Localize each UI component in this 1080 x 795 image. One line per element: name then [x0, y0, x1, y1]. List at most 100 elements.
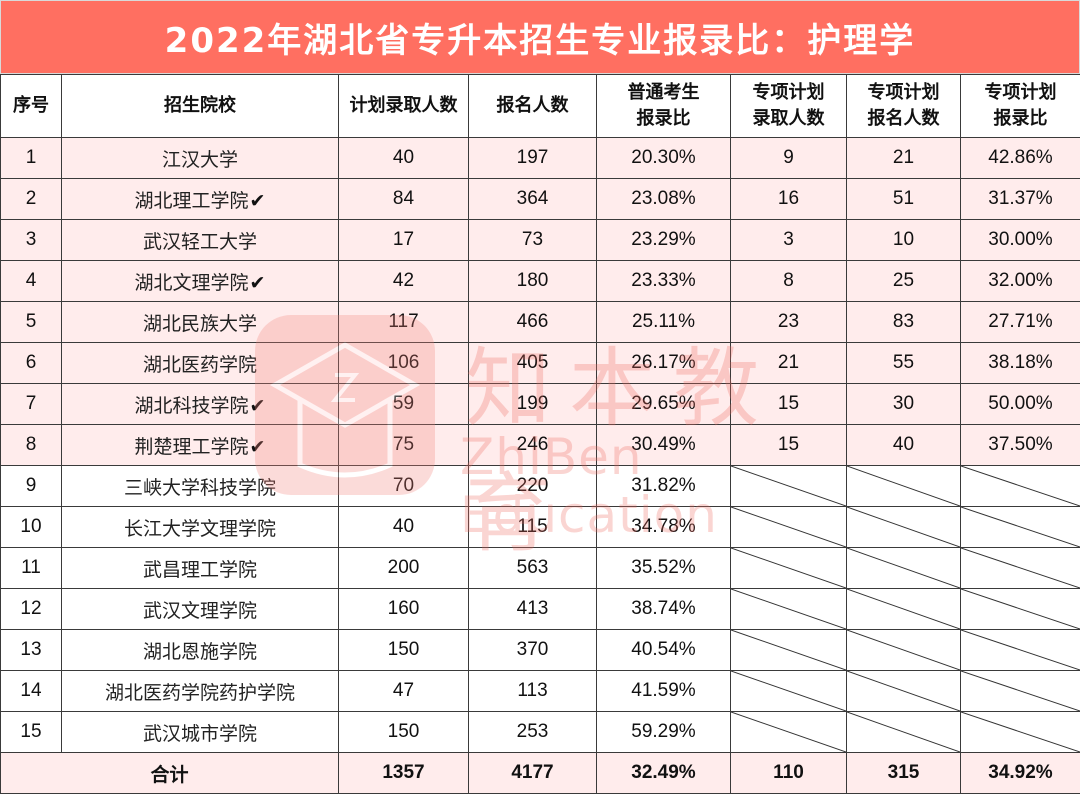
- cell-plan: 117: [338, 301, 469, 343]
- cell-special-plan: 21: [730, 342, 847, 384]
- total-plan: 1357: [338, 752, 469, 794]
- diagonal-strike-icon: [847, 630, 960, 670]
- cell-special-plan: 3: [730, 219, 847, 261]
- check-mark-icon: ✔: [249, 394, 266, 417]
- cell-applicants: 180: [468, 260, 597, 302]
- table-body: 1 江汉大学 40 197 20.30% 9 21 42.86% 2 湖北理工学院✔ 84 364 23…: [0, 137, 1080, 794]
- cell-plan: 200: [338, 547, 469, 589]
- cell-special-ratio: 38.18%: [960, 342, 1080, 384]
- school-name: 江汉大学: [161, 148, 238, 171]
- cell-special-applicants-empty: [846, 547, 961, 589]
- school-name: 武汉轻工大学: [142, 230, 257, 253]
- table-row: 10 长江大学文理学院 40 115 34.78%: [0, 506, 1080, 548]
- cell-special-applicants: 30: [846, 383, 961, 425]
- school-name: 湖北理工学院: [134, 189, 249, 212]
- school-name: 武汉城市学院: [142, 722, 257, 745]
- header-label: 序号: [13, 95, 49, 116]
- cell-applicants: 405: [468, 342, 597, 384]
- admission-ratio-table: 序号 招生院校 计划录取人数 报名人数 普通考生 报录比 专项计划 录取人数 专项计划 报名人数专…: [0, 74, 1080, 794]
- cell-school: 荆楚理工学院✔: [61, 424, 339, 466]
- cell-plan: 42: [338, 260, 469, 302]
- school-name: 湖北恩施学院: [142, 640, 257, 663]
- cell-plan: 40: [338, 506, 469, 548]
- cell-school: 湖北理工学院✔: [61, 178, 339, 220]
- cell-school: 武昌理工学院: [61, 547, 339, 589]
- cell-ratio: 31.82%: [596, 465, 731, 507]
- cell-special-applicants: 51: [846, 178, 961, 220]
- cell-ratio: 59.29%: [596, 711, 731, 753]
- cell-school: 三峡大学科技学院: [61, 465, 339, 507]
- header-label: 报名人数: [867, 108, 940, 129]
- cell-ratio: 35.52%: [596, 547, 731, 589]
- total-label: 合计: [0, 752, 339, 794]
- header-label: 报录比: [636, 108, 691, 129]
- total-row: 合计 1357 4177 32.49% 110 315 34.92%: [0, 752, 1080, 794]
- total-special-applicants: 315: [846, 752, 961, 794]
- cell-index: 4: [0, 260, 62, 302]
- cell-index: 12: [0, 588, 62, 630]
- cell-plan: 17: [338, 219, 469, 261]
- cell-index: 9: [0, 465, 62, 507]
- cell-special-ratio-empty: [960, 506, 1080, 548]
- cell-plan: 84: [338, 178, 469, 220]
- header-col-school: 招生院校: [61, 74, 339, 138]
- cell-special-applicants: 55: [846, 342, 961, 384]
- header-col-ratio: 普通考生 报录比: [596, 74, 731, 138]
- table-row: 5 湖北民族大学 117 466 25.11% 23 83 27.71%: [0, 301, 1080, 343]
- header-label: 报录比: [993, 108, 1048, 129]
- diagonal-strike-icon: [731, 466, 846, 506]
- header-label: 专项计划: [867, 82, 940, 103]
- cell-index: 7: [0, 383, 62, 425]
- cell-index: 3: [0, 219, 62, 261]
- header-label: 录取人数: [752, 108, 825, 129]
- table-row: 7 湖北科技学院✔ 59 199 29.65% 15 30 50.00%: [0, 383, 1080, 425]
- header-col-index: 序号: [0, 74, 62, 138]
- cell-special-plan-empty: [730, 506, 847, 548]
- cell-special-applicants-empty: [846, 588, 961, 630]
- header-label: 普通考生: [627, 82, 700, 103]
- cell-plan: 150: [338, 629, 469, 671]
- cell-applicants: 220: [468, 465, 597, 507]
- table-row: 3 武汉轻工大学 17 73 23.29% 3 10 30.00%: [0, 219, 1080, 261]
- header-col-plan: 计划录取人数: [338, 74, 469, 138]
- cell-special-ratio: 27.71%: [960, 301, 1080, 343]
- header-col-applicants: 报名人数: [468, 74, 597, 138]
- diagonal-strike-icon: [961, 630, 1080, 670]
- header-col-special-plan: 专项计划 录取人数: [730, 74, 847, 138]
- cell-ratio: 23.33%: [596, 260, 731, 302]
- school-name: 武昌理工学院: [142, 558, 257, 581]
- cell-special-ratio: 31.37%: [960, 178, 1080, 220]
- diagonal-strike-icon: [847, 466, 960, 506]
- cell-special-plan-empty: [730, 670, 847, 712]
- cell-special-ratio: 37.50%: [960, 424, 1080, 466]
- cell-ratio: 29.65%: [596, 383, 731, 425]
- table-row: 13 湖北恩施学院 150 370 40.54%: [0, 629, 1080, 671]
- diagonal-strike-icon: [961, 712, 1080, 752]
- cell-index: 8: [0, 424, 62, 466]
- cell-special-plan: 16: [730, 178, 847, 220]
- cell-ratio: 23.29%: [596, 219, 731, 261]
- cell-special-applicants: 10: [846, 219, 961, 261]
- cell-special-ratio-empty: [960, 588, 1080, 630]
- cell-special-ratio: 32.00%: [960, 260, 1080, 302]
- cell-applicants: 466: [468, 301, 597, 343]
- cell-index: 6: [0, 342, 62, 384]
- table-row: 1 江汉大学 40 197 20.30% 9 21 42.86%: [0, 137, 1080, 179]
- cell-school: 武汉轻工大学: [61, 219, 339, 261]
- cell-plan: 47: [338, 670, 469, 712]
- cell-special-applicants: 83: [846, 301, 961, 343]
- header-label: 报名人数: [496, 95, 569, 116]
- check-mark-icon: ✔: [249, 271, 266, 294]
- diagonal-strike-icon: [731, 548, 846, 588]
- cell-special-ratio-empty: [960, 465, 1080, 507]
- cell-applicants: 370: [468, 629, 597, 671]
- header-col-special-applicants: 专项计划 报名人数: [846, 74, 961, 138]
- school-name: 长江大学文理学院: [123, 517, 276, 540]
- cell-applicants: 246: [468, 424, 597, 466]
- diagonal-strike-icon: [847, 589, 960, 629]
- cell-ratio: 40.54%: [596, 629, 731, 671]
- cell-special-ratio: 50.00%: [960, 383, 1080, 425]
- diagonal-strike-icon: [731, 589, 846, 629]
- cell-ratio: 26.17%: [596, 342, 731, 384]
- diagonal-strike-icon: [961, 548, 1080, 588]
